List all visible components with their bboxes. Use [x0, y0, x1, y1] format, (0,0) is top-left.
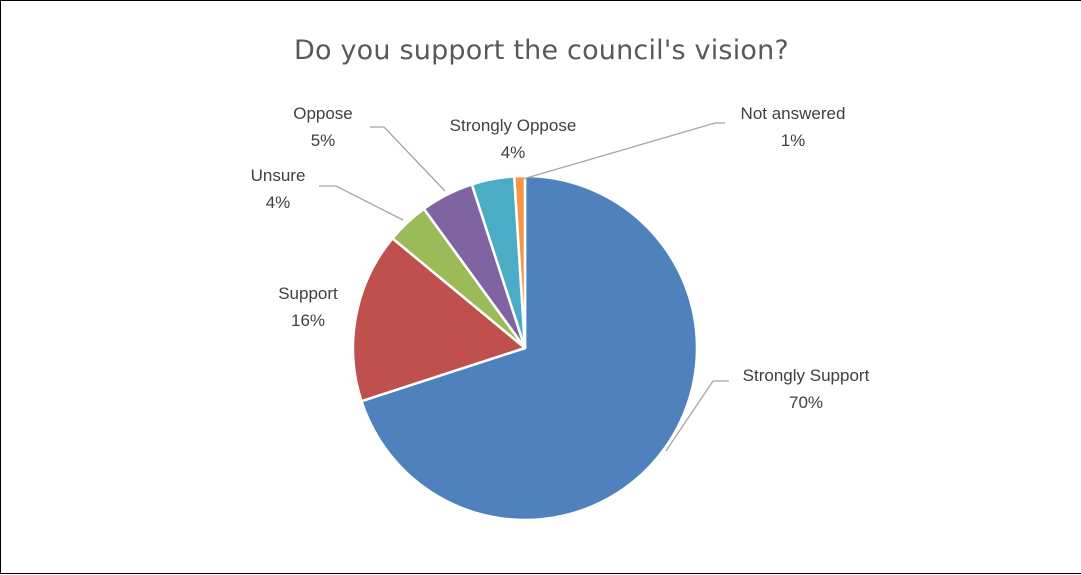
leader-line-unsure — [319, 185, 404, 221]
leader-line-strongly-support — [665, 380, 729, 452]
slice-category-label: Unsure — [251, 166, 306, 185]
slice-value-label: 70% — [789, 393, 823, 412]
slice-category-label: Support — [278, 284, 338, 303]
slice-value-label: 4% — [266, 193, 291, 212]
pie-slice-support — [351, 237, 527, 403]
pie-slice-strongly-support — [360, 174, 699, 522]
slice-category-label: Oppose — [293, 104, 353, 123]
leader-lines — [319, 122, 729, 452]
chart-title: Do you support the council's vision? — [294, 35, 789, 66]
slice-category-label: Strongly Oppose — [450, 116, 577, 135]
slice-category-label: Not answered — [741, 104, 846, 123]
pie-slices — [351, 174, 699, 522]
slice-value-label: 4% — [501, 143, 526, 162]
leader-line-not-answered — [522, 122, 725, 180]
slice-category-label: Strongly Support — [743, 366, 870, 385]
leader-line-oppose — [370, 126, 446, 192]
slice-value-label: 1% — [781, 131, 806, 150]
slice-value-label: 16% — [291, 311, 325, 330]
data-labels: Strongly Support 70% Support 16% Unsure 4% Opp… — [251, 104, 870, 412]
pie-slice-not-answered — [512, 174, 527, 350]
slice-value-label: 5% — [311, 131, 336, 150]
